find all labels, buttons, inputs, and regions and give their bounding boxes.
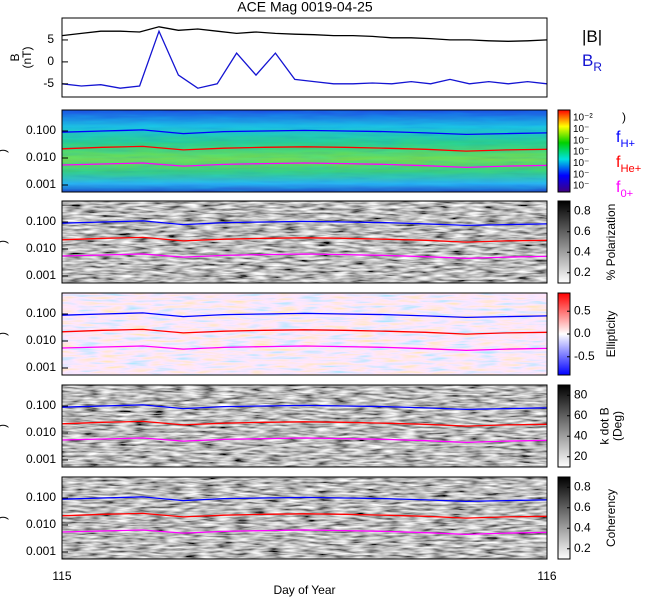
colorbar-label: )	[622, 110, 626, 124]
colorbar-tick-label: -0.5	[574, 349, 595, 363]
frequency-line	[61, 162, 548, 169]
colorbar-tick-label: 0.8	[574, 203, 591, 217]
frequency-line	[61, 420, 548, 427]
legend-text: f	[616, 154, 621, 171]
colorbar-tick-label: 60	[574, 408, 588, 422]
colorbar-tick-label: 0.5	[574, 303, 591, 317]
colorbar-label: Coherency	[604, 489, 618, 547]
y-tick-label: 0.010	[26, 425, 56, 439]
frequency-line	[61, 437, 548, 444]
y-tick-label: 0	[47, 54, 54, 68]
legend-label: BR	[582, 51, 602, 74]
legend-subscript: He+	[620, 163, 641, 175]
x-tick-label: 116	[537, 569, 556, 583]
frequency-line	[61, 145, 548, 152]
colorbar-label: % Polarization	[604, 204, 618, 281]
y-axis-label: )	[0, 424, 9, 428]
y-tick-label: 0.100	[26, 490, 56, 504]
colorbar-tick-label: 0.2	[574, 541, 591, 555]
frequency-line	[61, 312, 548, 319]
frequency-line	[61, 328, 548, 335]
y-tick-label: 0.010	[26, 333, 56, 347]
y-tick-label: -5	[43, 76, 54, 90]
y-axis-label: )	[0, 149, 9, 153]
y-tick-label: 0.001	[26, 452, 56, 466]
panel-frame	[61, 384, 548, 468]
y-tick-label: 0.001	[26, 544, 56, 558]
colorbar-tick-label: 10⁻	[573, 124, 589, 135]
colorbar	[557, 384, 571, 468]
colorbar-label: (Deg)	[611, 411, 625, 441]
y-axis-label: )	[0, 516, 9, 520]
colorbar-tick-label: 0.6	[574, 500, 591, 514]
colorbar	[557, 109, 571, 193]
line-series	[61, 29, 548, 89]
y-axis-label: )	[0, 240, 9, 244]
legend-text: f	[616, 179, 621, 196]
colorbar-tick-label: 10⁻	[573, 169, 589, 180]
legend-label: fH+	[616, 129, 635, 150]
panel-frame	[61, 17, 548, 98]
y-tick-label: 5	[47, 32, 54, 46]
legend-subscript: H+	[620, 138, 635, 150]
panel-frame	[61, 292, 548, 376]
frequency-line	[61, 404, 548, 411]
frequency-line	[61, 345, 548, 352]
y-tick-label: 0.100	[26, 306, 56, 320]
frequency-line	[61, 496, 548, 503]
y-axis-label: (nT)	[20, 47, 34, 69]
colorbar-label: k dot B	[598, 407, 612, 444]
chart-title: ACE Mag 0019-04-25	[237, 0, 373, 15]
legend-subscript: 0+	[620, 188, 633, 200]
y-tick-label: 0.010	[26, 150, 56, 164]
legend-label: f0+	[616, 179, 633, 200]
line-series	[61, 26, 548, 42]
colorbar-tick-label: 40	[574, 428, 588, 442]
frequency-line	[61, 129, 548, 136]
y-tick-label: 0.010	[26, 241, 56, 255]
colorbar-tick-label: 10⁻	[573, 181, 589, 192]
panel-frame	[61, 476, 548, 560]
y-tick-label: 0.100	[26, 214, 56, 228]
colorbar-tick-label: 0.8	[574, 479, 591, 493]
colorbar-tick-label: 0.2	[574, 265, 591, 279]
colorbar-tick-label: 0.6	[574, 224, 591, 238]
colorbar-tick-label: 0.0	[574, 326, 591, 340]
legend-label: fHe+	[616, 154, 641, 175]
y-tick-label: 0.100	[26, 398, 56, 412]
colorbar-tick-label: 80	[574, 387, 588, 401]
legend-subscript: R	[593, 60, 602, 74]
colorbar	[557, 476, 571, 560]
panel-frame	[61, 200, 548, 284]
frequency-line	[61, 220, 548, 227]
colorbar-tick-label: 10⁻	[573, 158, 589, 169]
legend-text: |B|	[582, 27, 602, 46]
frequency-line	[61, 253, 548, 260]
colorbar-label: Ellipticity	[604, 311, 618, 358]
colorbar	[557, 200, 571, 284]
y-tick-label: 0.001	[26, 177, 56, 191]
colorbar-tick-label: 0.4	[574, 520, 591, 534]
legend-label: |B|	[582, 27, 602, 46]
colorbar-tick-label: 10⁻²	[573, 113, 593, 124]
frequency-line	[61, 512, 548, 519]
y-tick-label: 0.001	[26, 360, 56, 374]
colorbar-tick-label: 20	[574, 449, 588, 463]
colorbar-tick-label: 0.4	[574, 244, 591, 258]
frequency-line	[61, 236, 548, 243]
y-tick-label: 0.001	[26, 268, 56, 282]
y-axis-label: B	[8, 53, 22, 61]
panel-frame	[61, 109, 548, 193]
y-tick-label: 0.100	[26, 123, 56, 137]
frequency-line	[61, 529, 548, 536]
y-tick-label: 0.010	[26, 517, 56, 531]
legend-text: B	[582, 51, 593, 70]
colorbar-tick-label: 10⁻	[573, 135, 589, 146]
colorbar-tick-label: 10⁻	[573, 147, 589, 158]
legend-text: f	[616, 129, 621, 146]
x-axis-label: Day of Year	[273, 583, 335, 597]
x-tick-label: 115	[52, 569, 71, 583]
y-axis-label: )	[0, 332, 9, 336]
